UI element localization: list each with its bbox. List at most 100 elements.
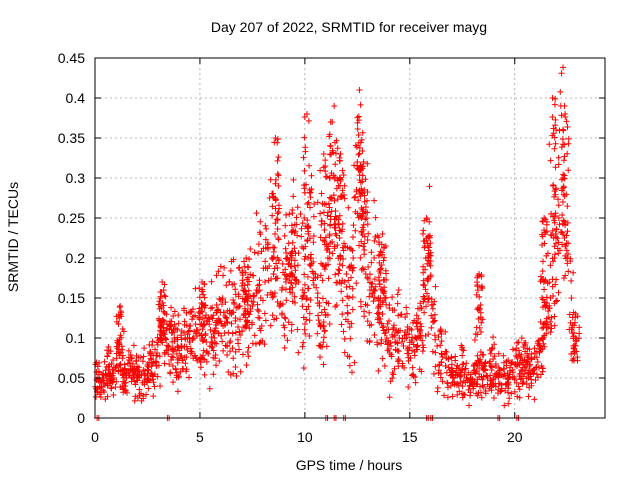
data-point [560, 175, 567, 181]
data-point [144, 379, 151, 386]
data-point [314, 199, 321, 206]
data-point [283, 297, 290, 304]
data-point [429, 348, 436, 355]
data-point [463, 375, 470, 381]
data-point [426, 252, 433, 259]
data-point [417, 327, 424, 333]
data-point [300, 154, 307, 161]
data-point [374, 341, 381, 348]
data-point [207, 327, 214, 333]
data-point [169, 329, 176, 336]
data-point [375, 252, 382, 259]
data-point [167, 318, 174, 325]
data-point [572, 311, 579, 317]
data-point [521, 340, 528, 347]
data-point [308, 255, 315, 261]
data-point [270, 244, 277, 251]
data-point [262, 258, 269, 265]
data-point [550, 130, 557, 137]
data-point [389, 375, 396, 382]
data-point [540, 258, 547, 265]
data-point [391, 322, 397, 329]
data-point [220, 347, 227, 354]
data-point [148, 356, 155, 363]
data-point [255, 250, 262, 257]
data-point [366, 322, 373, 329]
data-point [328, 208, 335, 215]
data-point [381, 362, 388, 369]
data-point [394, 291, 401, 298]
data-point [479, 382, 486, 389]
data-point [547, 262, 554, 269]
data-point [411, 352, 418, 359]
data-point [316, 342, 323, 349]
data-point [519, 380, 526, 387]
data-point [300, 245, 307, 252]
data-point [346, 362, 353, 369]
data-point [314, 330, 321, 337]
data-point [376, 241, 383, 248]
data-point [341, 349, 348, 356]
data-point [537, 343, 544, 350]
data-point [314, 290, 321, 297]
data-point [213, 272, 220, 279]
data-point [356, 242, 363, 249]
data-point [331, 224, 338, 231]
data-point [528, 356, 535, 363]
data-point [432, 283, 439, 290]
data-point [514, 354, 521, 361]
data-point [257, 339, 264, 346]
data-point [479, 376, 486, 383]
data-point [358, 189, 365, 196]
data-point [564, 228, 571, 235]
data-point [368, 280, 375, 287]
y-tick-label: 0.4 [66, 90, 86, 106]
data-point [336, 157, 343, 164]
y-tick-label: 0.2 [66, 250, 86, 266]
data-point [515, 383, 522, 390]
data-point [243, 291, 250, 298]
data-point [524, 369, 531, 376]
data-point [511, 388, 518, 395]
data-point [352, 142, 359, 149]
data-point [475, 315, 482, 322]
data-point [244, 319, 251, 326]
y-tick-label: 0.15 [58, 290, 85, 306]
data-point [467, 389, 474, 396]
data-point [233, 373, 240, 380]
data-point [509, 346, 516, 353]
data-point [376, 281, 383, 288]
data-point [199, 326, 206, 333]
data-point [223, 282, 230, 289]
data-point [307, 297, 314, 304]
data-point [506, 374, 513, 381]
data-point [395, 312, 402, 319]
data-point [262, 222, 269, 229]
data-point [571, 322, 578, 329]
data-point [482, 359, 489, 366]
data-point [547, 157, 554, 164]
data-point [167, 323, 174, 330]
data-point [541, 215, 548, 221]
data-point [291, 293, 298, 300]
data-point [271, 244, 278, 251]
data-point [156, 305, 163, 312]
data-point [438, 330, 445, 337]
data-point [382, 295, 389, 302]
data-point [562, 111, 569, 117]
data-point [321, 220, 328, 227]
data-point [219, 338, 226, 345]
data-point [202, 302, 209, 309]
data-point [339, 226, 346, 233]
data-point [412, 334, 419, 341]
data-point [563, 247, 570, 254]
data-point [477, 328, 484, 335]
data-point [520, 344, 527, 351]
data-point [286, 260, 293, 267]
data-point [558, 70, 565, 77]
data-point [249, 340, 256, 347]
data-point [242, 288, 249, 295]
data-point [444, 394, 451, 401]
data-point [535, 374, 542, 381]
data-point [264, 241, 271, 248]
